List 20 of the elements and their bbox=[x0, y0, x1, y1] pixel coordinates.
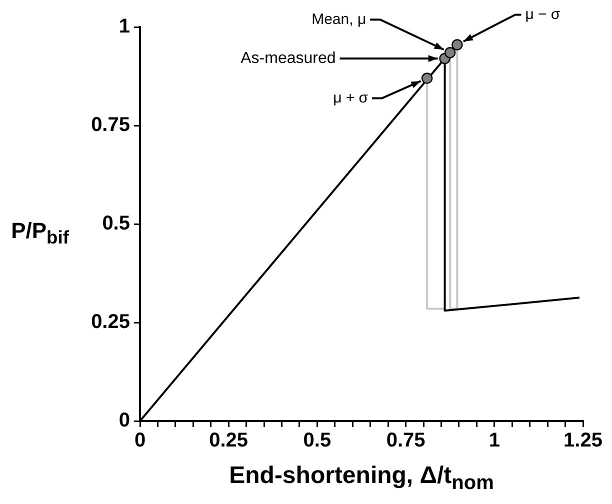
annotation: Mean, μ bbox=[312, 10, 366, 28]
x-axis-title: End-shortening, Δ/t$_{nom}$ bbox=[228, 462, 495, 495]
y-tick-label: 1 bbox=[118, 16, 130, 38]
x-tick-label: 0.5 bbox=[303, 430, 332, 452]
point bbox=[452, 39, 463, 50]
point bbox=[444, 47, 456, 58]
x-tick-label: 1 bbox=[488, 430, 500, 452]
y-tick-label: 0.5 bbox=[102, 212, 130, 235]
y-tick-label: 0 bbox=[118, 410, 130, 432]
x-tick-label: 1.25 bbox=[564, 430, 602, 452]
y-tick-label: 0.75 bbox=[91, 114, 130, 136]
annotation: As-measured bbox=[240, 50, 336, 67]
x-tick-label: 0.25 bbox=[209, 430, 248, 452]
y-axis-title: P/P$_{bif}$ bbox=[10, 218, 70, 248]
x-tick-label: 0 bbox=[134, 430, 146, 452]
annotation: μ − σ bbox=[525, 6, 561, 23]
point bbox=[421, 72, 433, 84]
x-tick-label: 0.75 bbox=[386, 430, 426, 452]
annotation: μ + σ bbox=[333, 89, 369, 106]
y-tick-label: 0.25 bbox=[91, 311, 130, 334]
